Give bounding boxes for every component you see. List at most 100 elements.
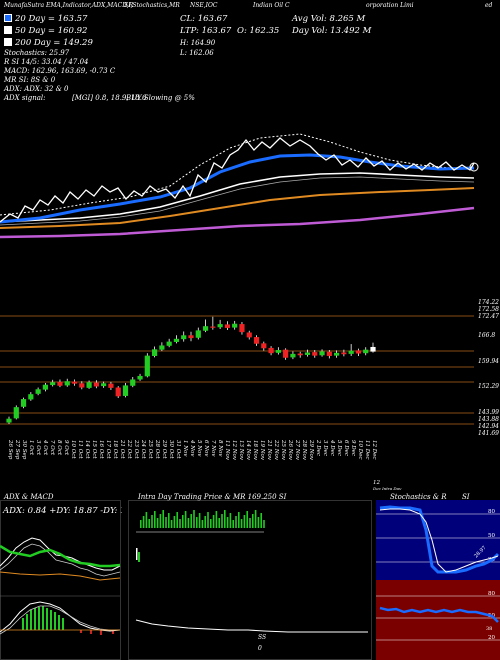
macd-bar	[54, 612, 56, 630]
candle-body	[275, 350, 281, 353]
intraday-volume-bar	[190, 514, 192, 528]
adx-main-line	[0, 544, 121, 568]
level-label: 172.58	[478, 306, 499, 313]
candle-body	[71, 381, 78, 384]
info-mgi: [MGI] 0.8, 18.9, 18.6	[72, 94, 147, 102]
level-label: 152.29	[478, 383, 499, 390]
macd-bar	[26, 614, 28, 630]
date-tick-label: 27 Nov	[294, 439, 300, 461]
candle-body	[202, 326, 209, 331]
date-tick-label: 1 Oct	[28, 440, 34, 456]
date-tick-label: 28 Oct	[154, 439, 160, 459]
date-tick-label: 4 Oct	[42, 439, 48, 456]
date-tick-label: 4 Nov	[189, 439, 195, 457]
candle-body	[246, 332, 252, 338]
intraday-volume-bar	[235, 516, 237, 528]
intraday-volume-bar	[210, 519, 212, 528]
intraday-volume-bar	[145, 512, 148, 528]
level-label: 143.99	[478, 409, 499, 416]
date-tick-label: 29 Oct	[161, 439, 167, 459]
stat-open: O: 162.35	[237, 26, 280, 36]
candlesticks	[6, 316, 376, 424]
candle-body	[268, 347, 274, 354]
date-tick-label: 9 Oct	[63, 440, 69, 456]
price-level-labels: 174.22 172.58 172.47 166.8 159.94 152.29…	[478, 299, 499, 437]
candle-body	[108, 383, 114, 388]
date-tick-label: 7 Oct	[49, 440, 55, 456]
intraday-volume-bar	[184, 511, 187, 528]
stat-cl: CL: 163.67	[180, 14, 228, 24]
info-rsi: R SI 14/5: 33.04 / 47.04	[4, 58, 89, 66]
intraday-volume-bar	[243, 515, 246, 528]
intraday-volume-bar	[182, 515, 184, 528]
macd-neg-bar	[80, 630, 82, 633]
adx-values: ADX: 0.84 +DY: 18.87 -DY: 18.55	[2, 506, 122, 516]
intraday-volume-bar	[260, 513, 262, 528]
info-mr: MR SI: 8S & 0	[4, 76, 56, 84]
date-tick-label: 24 Oct	[140, 439, 146, 459]
candle-body	[166, 341, 172, 346]
header-company-tail: orporation Limi	[366, 2, 414, 9]
intraday-volume-bar	[193, 510, 195, 528]
date-axis: 26 Sep 27 Sep 30 Sep 1 Oct 3 Oct 4 Oct 7 Oct 8 …	[7, 439, 377, 461]
date-tick-label: 16 Oct	[98, 440, 104, 459]
date-tick-label: 1 Nov	[182, 440, 188, 457]
ema200-swatch	[4, 38, 12, 46]
candle-body	[64, 381, 70, 386]
intraday-volume-bar	[154, 511, 156, 528]
date-tick-label: 25 Nov	[280, 439, 286, 461]
macd-neg-bar	[100, 630, 102, 635]
legend-ema20-text: 20 Day = 163.57	[15, 14, 88, 24]
date-tick-label: 27 Sep	[14, 439, 20, 460]
date-tick-label: 18 Nov	[252, 440, 258, 461]
header-right-mark: ed	[485, 2, 493, 9]
intraday-volume-bar	[224, 510, 226, 528]
intraday-volume-bar	[207, 512, 209, 528]
intraday-volume-bar	[187, 518, 190, 528]
info-stochastics: Stochastics: 25.97	[4, 49, 70, 57]
ema20-line	[0, 153, 475, 224]
intraday-volume-bar	[246, 511, 248, 528]
intraday-volume-bar	[179, 519, 181, 528]
mr-zero-label: 0	[258, 645, 262, 652]
adx-macd-title: ADX & MACD	[4, 493, 54, 501]
intraday-volume-bar	[249, 518, 251, 528]
candle-body	[239, 324, 245, 333]
intraday-volume-bar	[162, 510, 164, 528]
date-tick-label: 6 Dec	[343, 440, 349, 456]
candle-body	[42, 384, 48, 390]
intraday-volume-bar	[212, 515, 215, 528]
stoch-title: Stochastics & R	[390, 493, 447, 501]
stat-ltp: LTP: 163.67	[180, 26, 232, 36]
date-tick-label: 11 Dec	[364, 440, 370, 460]
ema-lines	[0, 133, 479, 239]
ema100-line	[0, 187, 475, 229]
candle-body	[232, 323, 238, 328]
date-tick-label: 18 Oct	[112, 440, 118, 459]
adx-macd-panel: ADX: 0.84 +DY: 18.87 -DY: 18.55	[0, 500, 122, 660]
candle-body	[261, 343, 267, 349]
rsi-level-80: 80	[488, 591, 495, 597]
candle-body	[363, 349, 369, 354]
level-label: 143.88	[478, 416, 499, 423]
date-tick-label: 17 Oct	[105, 440, 111, 459]
candle-body	[326, 351, 332, 356]
level-label: 174.22	[478, 299, 499, 306]
macd-bar	[62, 618, 64, 630]
macd-bar	[38, 607, 40, 630]
intraday-volume-bar	[229, 513, 232, 528]
intraday-marker-green	[138, 552, 140, 562]
candle-body	[144, 355, 150, 377]
header-mid: SI,Stochastics,MR	[124, 2, 180, 9]
candle-body	[173, 338, 180, 342]
last-price-marker	[469, 162, 479, 172]
legend-ema200-text: 200 Day = 149.29	[15, 38, 93, 48]
stat-high: H: 164.90	[180, 39, 216, 47]
date-tick-label: 11 Nov	[224, 440, 230, 461]
candle-body	[159, 345, 165, 350]
date-tick-label: 13 Nov	[238, 440, 244, 461]
candle-body	[370, 346, 376, 352]
macd-bar	[30, 610, 32, 630]
rsi-line	[379, 606, 499, 623]
candle-body	[210, 326, 216, 328]
